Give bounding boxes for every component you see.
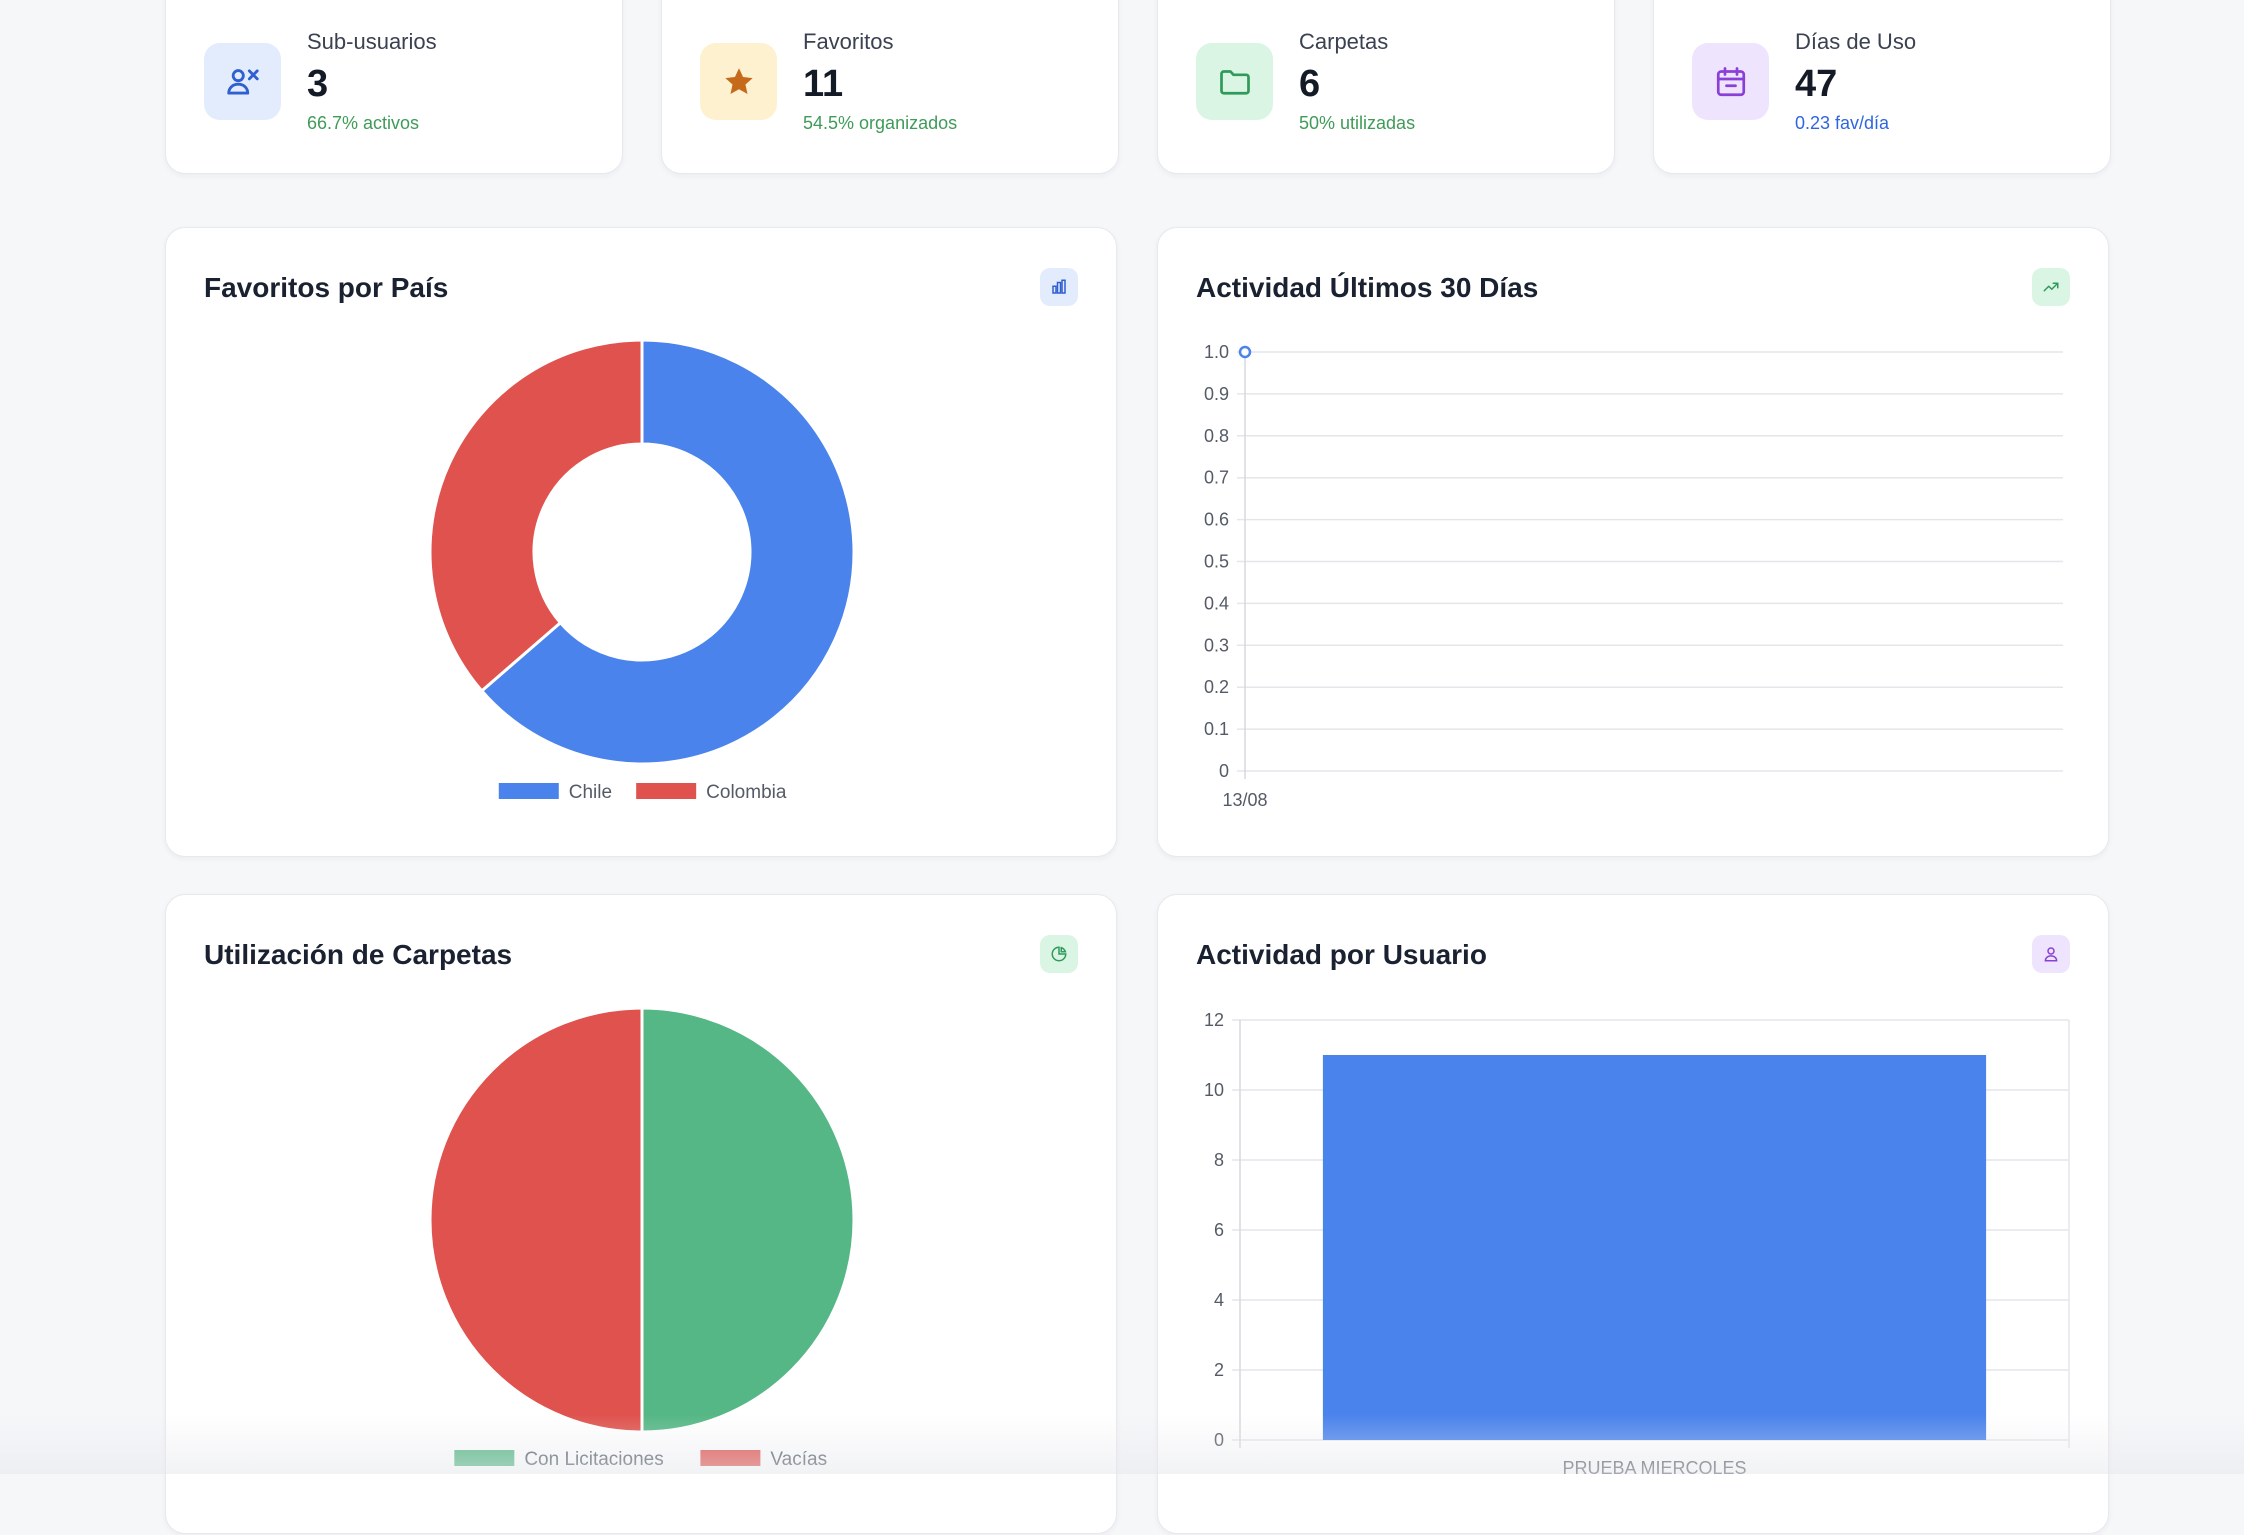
pie-slice-con-licitaciones: [640, 1006, 856, 1434]
panel-title: Favoritos por País: [204, 272, 449, 303]
users-chart-panel: Actividad por Usuario 0 2 4 6 8 10 12 PRUEBA MI…: [1157, 894, 2109, 1534]
pie-slice-vacías: [428, 1006, 644, 1434]
y-tick-label: 0.5: [1204, 552, 1229, 572]
trending-up-icon: [2043, 282, 2059, 292]
legend-swatch: [498, 783, 559, 799]
stat-value: 11: [803, 63, 844, 105]
stat-title: Días de Uso: [1795, 29, 1917, 54]
legend-label: Vacías: [770, 1449, 827, 1470]
country-doughnut-chart: Chile Colombia: [428, 338, 856, 803]
stat-value: 3: [307, 63, 329, 105]
stat-subtext: 66.7% activos: [307, 113, 420, 133]
stat-title: Sub-usuarios: [307, 29, 437, 54]
panel-title: Actividad por Usuario: [1196, 939, 1487, 970]
panel-title: Actividad Últimos 30 Días: [1196, 272, 1539, 303]
y-tick-label: 0: [1214, 1430, 1224, 1450]
legend-swatch: [454, 1450, 515, 1466]
legend-label: Con Licitaciones: [524, 1449, 663, 1470]
users-bar-chart: 0 2 4 6 8 10 12 PRUEBA MIERCOLES: [1204, 1010, 2070, 1478]
star-icon-badge: [700, 43, 777, 120]
y-tick-label: 1.0: [1204, 342, 1229, 362]
user-icon-badge[interactable]: [2032, 935, 2070, 973]
stat-card-subusers: Sub-usuarios 3 66.7% activos: [165, 0, 623, 174]
stat-subtext: 54.5% organizados: [803, 113, 958, 133]
stat-subtext: 0.23 fav/día: [1795, 113, 1890, 133]
y-tick-label: 4: [1214, 1290, 1224, 1310]
y-tick-label: 0.9: [1204, 384, 1229, 404]
trending-up-icon-badge[interactable]: [2032, 268, 2070, 306]
stat-title: Favoritos: [803, 29, 894, 54]
y-tick-label: 2: [1214, 1360, 1224, 1380]
legend-swatch: [636, 783, 697, 799]
activity-line-chart: 0 0.1 0.2 0.3 0.4 0.5 0.6 0.7 0.8 0.9 1.0 13/08: [1204, 342, 2063, 810]
calendar-icon-badge: [1692, 43, 1769, 120]
bar: [1322, 1055, 1987, 1440]
x-tick-label: PRUEBA MIERCOLES: [1562, 1458, 1746, 1478]
legend-label: Chile: [569, 782, 612, 803]
pie-slice-colombia: [428, 338, 644, 693]
y-tick-label: 0.2: [1204, 677, 1229, 697]
stat-subtext: 50% utilizadas: [1299, 113, 1416, 133]
bar-chart-icon: [1052, 279, 1066, 294]
user-icon: [2044, 947, 2058, 962]
pie-slice-chile: [479, 338, 856, 766]
legend-label: Colombia: [706, 782, 787, 803]
folder-icon: [1219, 69, 1250, 95]
y-tick-label: 8: [1214, 1150, 1224, 1170]
y-tick-label: 0.3: [1204, 635, 1229, 655]
folder-icon-badge: [1196, 43, 1273, 120]
star-icon: [724, 67, 753, 94]
y-tick-label: 12: [1204, 1010, 1224, 1030]
data-point: [1238, 345, 1252, 359]
stat-value: 6: [1299, 63, 1321, 105]
y-tick-label: 0.6: [1204, 510, 1229, 530]
legend-swatch: [700, 1450, 761, 1466]
stat-card-favorites: Favoritos 11 54.5% organizados: [661, 0, 1119, 174]
folders-chart-panel: Utilización de Carpetas Con Licitaciones…: [165, 894, 1117, 1534]
y-tick-label: 10: [1204, 1080, 1224, 1100]
y-tick-label: 0.4: [1204, 593, 1229, 613]
bar-chart-icon-badge[interactable]: [1040, 268, 1078, 306]
pie-chart-icon: [1051, 946, 1067, 962]
stat-title: Carpetas: [1299, 29, 1389, 54]
activity-chart-panel: Actividad Últimos 30 Días 0 0.1 0.2 0.3 0.4 0…: [1157, 227, 2109, 857]
users-icon: [226, 68, 259, 95]
stat-value: 47: [1795, 63, 1838, 105]
panel-title: Utilización de Carpetas: [204, 939, 513, 970]
calendar-icon: [1716, 66, 1745, 96]
y-tick-label: 0.1: [1204, 719, 1229, 739]
users-icon-badge: [204, 43, 281, 120]
y-tick-label: 0: [1219, 761, 1229, 781]
y-tick-label: 0.7: [1204, 468, 1229, 488]
y-tick-label: 0.8: [1204, 426, 1229, 446]
folders-pie-chart: Con Licitaciones Vacías: [428, 1006, 856, 1470]
y-tick-label: 6: [1214, 1220, 1224, 1240]
pie-chart-icon-badge[interactable]: [1040, 935, 1078, 973]
stat-card-usage-days: Días de Uso 47 0.23 fav/día: [1653, 0, 2111, 174]
stat-card-folders: Carpetas 6 50% utilizadas: [1157, 0, 1615, 174]
country-chart-panel: Favoritos por País Chile Colombia: [165, 227, 1117, 857]
x-tick-label: 13/08: [1222, 790, 1267, 810]
